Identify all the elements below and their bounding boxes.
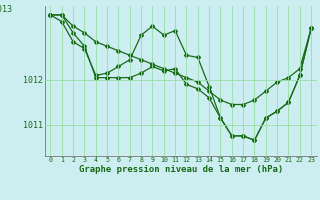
Text: 1013: 1013 [0, 5, 12, 14]
X-axis label: Graphe pression niveau de la mer (hPa): Graphe pression niveau de la mer (hPa) [79, 165, 283, 174]
